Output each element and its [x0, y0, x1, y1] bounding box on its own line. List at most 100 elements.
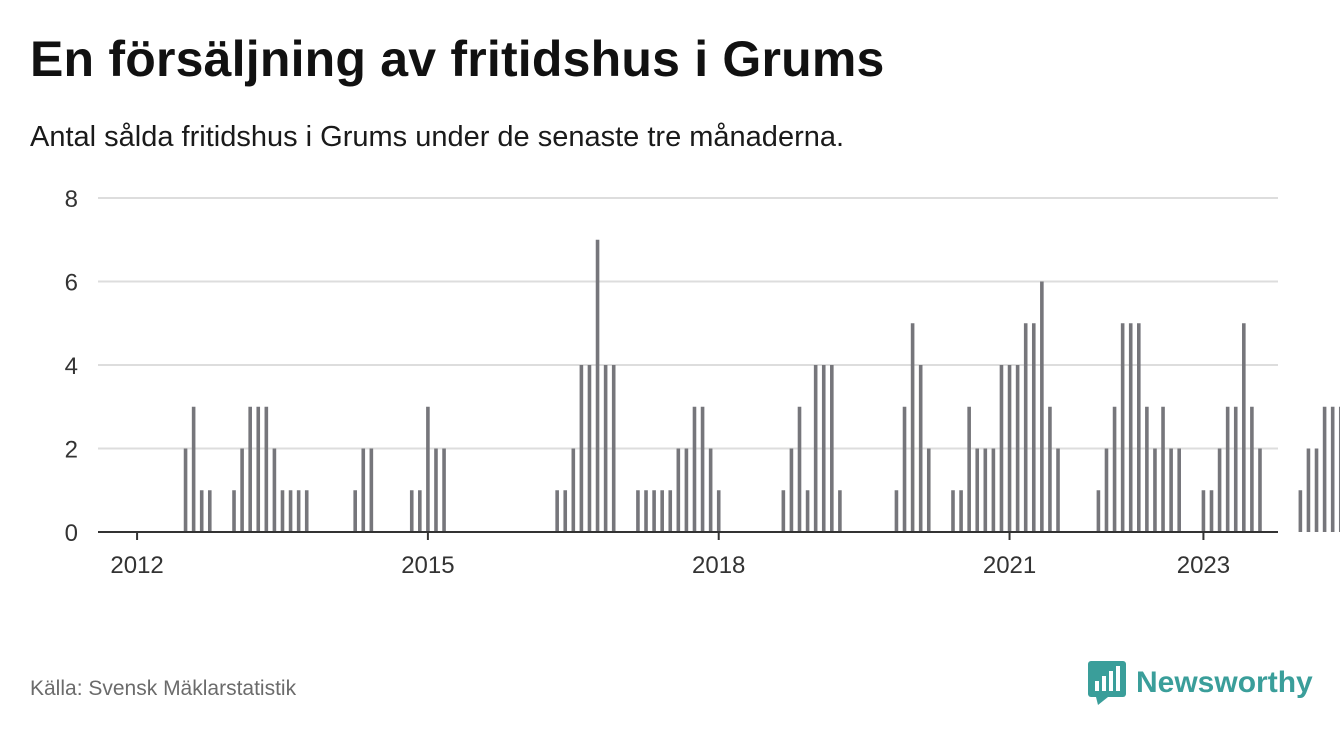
bar: [288, 490, 293, 532]
bar: [183, 448, 188, 532]
bar: [838, 490, 842, 532]
bar: [1314, 448, 1319, 532]
bar-chart-speech-bubble-icon: [1088, 661, 1126, 705]
bar: [1233, 406, 1238, 532]
bar: [563, 490, 568, 532]
bar: [1161, 406, 1165, 532]
bar: [652, 490, 656, 532]
bar: [684, 448, 689, 532]
bar: [951, 490, 955, 532]
bar: [442, 448, 446, 532]
bar: [579, 365, 584, 532]
bar: [1298, 490, 1303, 532]
bar: [1015, 365, 1020, 532]
y-tick-label: 2: [65, 437, 78, 464]
bar: [232, 490, 236, 532]
bar: [894, 490, 899, 532]
bar: [1250, 406, 1254, 532]
bar: [676, 448, 681, 532]
bar: [272, 448, 277, 532]
bar: [409, 490, 414, 532]
bar: [692, 406, 697, 532]
bar: [1153, 448, 1157, 532]
bar: [708, 448, 713, 532]
bar: [926, 448, 931, 532]
bar: [304, 490, 309, 532]
bar: [910, 323, 915, 532]
bar: [902, 406, 907, 532]
bar: [700, 406, 705, 532]
bar: [296, 490, 301, 532]
bar: [781, 490, 786, 532]
bar: [983, 448, 988, 532]
bar: [813, 365, 818, 532]
brand-name: Newsworthy: [1136, 666, 1313, 699]
bar: [918, 365, 923, 532]
bar: [426, 406, 430, 532]
x-tick-label: 2023: [1177, 552, 1230, 579]
bar: [789, 448, 794, 532]
y-tick-label: 4: [65, 353, 78, 380]
bar: [1120, 323, 1125, 532]
bar: [369, 448, 374, 532]
x-tick-label: 2012: [110, 552, 163, 579]
bar: [821, 365, 826, 532]
y-tick-label: 8: [65, 186, 78, 213]
bar: [1031, 323, 1036, 532]
bar: [797, 406, 802, 532]
bar: [207, 490, 212, 532]
bar: [1112, 406, 1117, 532]
bar: [418, 490, 422, 532]
bar: [264, 406, 269, 532]
bar: [975, 448, 980, 532]
brand-logo: Newsworthy: [1088, 660, 1313, 706]
axes: 02468201220152018202120231: [65, 186, 1278, 579]
grid-lines: [98, 197, 1278, 450]
y-tick-label: 6: [65, 270, 78, 297]
bar: [191, 406, 196, 532]
y-tick-label: 0: [65, 520, 78, 547]
bars: [183, 239, 1340, 532]
bar: [668, 490, 673, 532]
bar: [1209, 490, 1214, 532]
bar: [280, 490, 285, 532]
bar: [571, 448, 576, 532]
bar: [1177, 448, 1181, 532]
x-tick-label: 2015: [401, 552, 454, 579]
bar: [1096, 490, 1101, 532]
bar: [830, 365, 834, 532]
bar: [199, 490, 204, 532]
bar: [603, 365, 608, 532]
bar: [1048, 406, 1052, 532]
bar: [1217, 448, 1222, 532]
bar: [587, 365, 592, 532]
bar: [595, 239, 600, 532]
chart-subtitle: Antal sålda fritidshus i Grums under de …: [30, 121, 845, 153]
bar: [1306, 448, 1311, 532]
bar: [1023, 323, 1028, 532]
bar: [1225, 406, 1230, 532]
bar: [959, 490, 963, 532]
bar: [660, 490, 664, 532]
bar: [555, 490, 559, 532]
bar: [434, 448, 438, 532]
chart-title: En försäljning av fritidshus i Grums: [30, 31, 885, 87]
bar: [967, 406, 971, 532]
bar: [1330, 406, 1335, 532]
bar: [644, 490, 648, 532]
bar: [1242, 323, 1246, 532]
bar: [716, 490, 721, 532]
bar: [999, 365, 1004, 532]
bar: [361, 448, 366, 532]
bar: [240, 448, 244, 532]
bar: [1169, 448, 1173, 532]
bar: [805, 490, 810, 532]
bar: [1128, 323, 1133, 532]
bar: [1258, 448, 1262, 532]
bar: [991, 448, 996, 532]
bar: [611, 365, 616, 532]
bar: [1145, 406, 1149, 532]
source-note: Källa: Svensk Mäklarstatistik: [30, 677, 297, 700]
bar: [1322, 406, 1327, 532]
